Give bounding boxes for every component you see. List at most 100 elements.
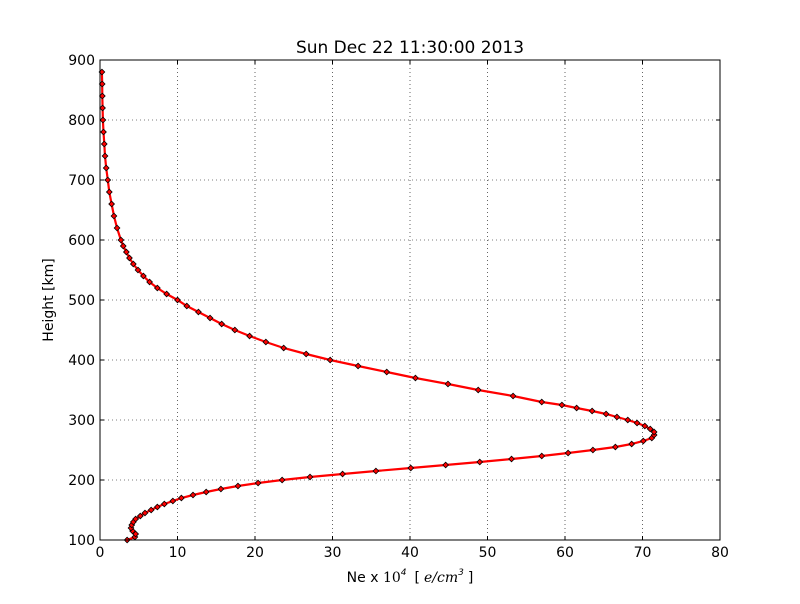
data-point	[147, 506, 155, 514]
data-point	[231, 326, 239, 334]
data-point	[573, 404, 581, 412]
data-point	[160, 500, 168, 508]
data-point	[105, 188, 113, 196]
y-tick-label: 300	[68, 413, 95, 429]
data-point	[538, 452, 546, 460]
data-point	[100, 128, 107, 136]
data-point	[98, 80, 106, 88]
data-point	[611, 443, 619, 451]
data-point	[129, 260, 137, 268]
y-tick-label: 400	[68, 353, 95, 369]
data-point	[104, 176, 112, 184]
data-point	[132, 515, 140, 523]
data-point	[262, 338, 270, 346]
data-point	[509, 392, 517, 400]
x-label-base: 10	[383, 570, 401, 586]
data-point	[98, 68, 106, 76]
x-label-exp: 4	[401, 568, 407, 578]
data-point	[588, 407, 596, 415]
data-point	[136, 512, 144, 520]
data-point	[153, 284, 161, 292]
y-axis-label: Height [km]	[41, 258, 57, 341]
data-point	[234, 482, 242, 490]
data-point	[100, 140, 108, 148]
y-tick-label: 500	[68, 293, 95, 309]
data-point	[633, 419, 641, 427]
data-point	[169, 497, 177, 505]
data-point	[372, 467, 380, 475]
data-point	[110, 212, 118, 220]
axes-frame	[99, 59, 721, 541]
x-tick-label: 60	[556, 545, 574, 561]
data-point	[508, 455, 515, 463]
chart-title: Sun Dec 22 11:30:00 2013	[296, 38, 524, 58]
data-point	[650, 428, 658, 436]
y-tick-label: 700	[68, 173, 95, 189]
data-point	[206, 314, 214, 322]
data-point	[195, 308, 202, 316]
data-point	[246, 332, 253, 340]
x-tick-label: 70	[634, 545, 652, 561]
data-point	[126, 254, 133, 262]
data-point	[153, 503, 161, 511]
data-point	[117, 236, 125, 244]
data-point	[189, 491, 197, 499]
plot-series	[98, 68, 658, 544]
x-tick-label: 10	[169, 545, 187, 561]
x-tick-label: 50	[479, 545, 497, 561]
data-point	[122, 248, 130, 256]
data-point	[202, 488, 210, 496]
x-tick-label: 20	[246, 545, 264, 561]
y-tick-label: 100	[68, 533, 95, 549]
data-point	[538, 398, 546, 406]
x-tick-label: 0	[96, 545, 105, 561]
data-point	[254, 479, 262, 487]
data-point	[278, 476, 286, 484]
data-point	[163, 290, 171, 298]
x-tick-label: 80	[711, 545, 729, 561]
y-tick-label: 200	[68, 473, 95, 489]
x-axis-label: Ne x 104 [e/cm3]	[347, 568, 474, 586]
data-point	[101, 152, 109, 160]
data-point	[146, 278, 153, 286]
data-point	[339, 470, 346, 478]
data-point	[444, 380, 452, 388]
y-tick-label: 900	[68, 53, 95, 69]
data-point	[613, 413, 621, 421]
data-point	[113, 224, 121, 232]
data-point	[646, 425, 654, 433]
x-label-unit-open: [	[415, 570, 420, 586]
data-point	[108, 200, 116, 208]
data-point	[602, 410, 610, 418]
data-point	[354, 362, 362, 370]
data-point	[119, 242, 127, 250]
x-label-unit-exp: 3	[458, 568, 464, 578]
data-point	[476, 458, 484, 466]
x-label-unit: e/cm	[424, 570, 458, 586]
data-point	[102, 164, 110, 172]
x-tick-label: 30	[324, 545, 342, 561]
data-point	[280, 344, 288, 352]
data-point	[564, 449, 572, 457]
data-point	[174, 296, 181, 304]
data-point	[306, 473, 314, 481]
data-point	[177, 494, 185, 502]
x-label-prefix: Ne x	[347, 570, 383, 586]
data-point	[639, 437, 647, 445]
data-point	[628, 440, 636, 448]
series-line	[100, 71, 656, 542]
data-point	[624, 416, 632, 424]
data-point	[140, 272, 147, 280]
data-point	[383, 368, 391, 376]
data-point	[302, 350, 310, 358]
data-point	[641, 422, 649, 430]
data-point	[558, 401, 566, 409]
data-point	[218, 320, 226, 328]
data-point	[412, 374, 419, 382]
data-point	[217, 485, 225, 493]
y-tick-label: 800	[68, 113, 95, 129]
data-point	[326, 356, 334, 364]
data-point	[407, 464, 415, 472]
data-point	[474, 386, 482, 394]
